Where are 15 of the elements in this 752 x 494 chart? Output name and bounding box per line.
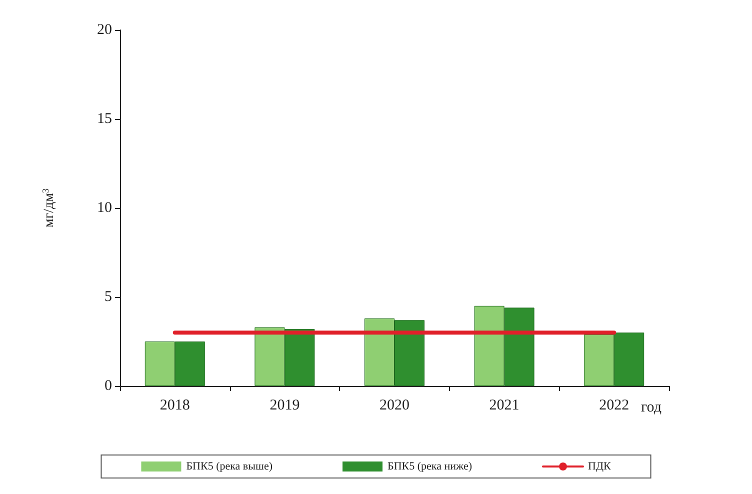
- x-tick-label: 2021: [489, 398, 520, 414]
- y-tick-label: 5: [104, 289, 112, 305]
- x-tick-label: 2018: [160, 398, 190, 414]
- legend-label: ПДК: [588, 460, 612, 472]
- x-axis-title: год: [641, 400, 662, 416]
- x-tick-label: 2020: [380, 398, 410, 414]
- y-tick-label: 0: [104, 378, 112, 394]
- y-axis-title: мг/дм3: [40, 188, 57, 228]
- x-tick-label: 2019: [270, 398, 300, 414]
- x-tick-label: 2022: [599, 398, 630, 414]
- y-tick-label: 10: [97, 200, 112, 216]
- y-tick-label: 20: [97, 22, 112, 38]
- y-tick-label: 15: [97, 111, 112, 127]
- legend-label: БПК5 (река выше): [186, 460, 273, 472]
- legend-label: БПК5 (река ниже): [388, 460, 472, 472]
